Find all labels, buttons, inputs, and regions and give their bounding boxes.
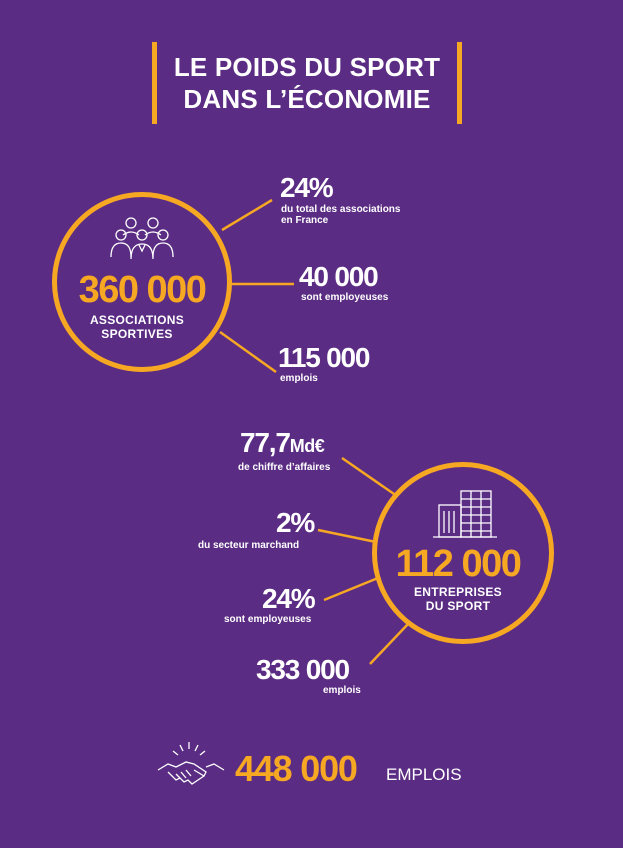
assoc-stat-2-sub: sont employeuses <box>301 292 389 303</box>
ent-stat-2-sub: du secteur marchand <box>198 540 300 551</box>
page-title: LE POIDS DU SPORT DANS L’ÉCONOMIE <box>152 42 462 124</box>
entreprises-label-2: DU SPORT <box>425 599 491 613</box>
people-group-icon <box>110 217 174 260</box>
associations-circle: 360 000 ASSOCIATIONS SPORTIVES <box>52 192 232 372</box>
ent-stat-1-value: 77,7Md€ <box>240 427 325 459</box>
associations-label-2: SPORTIVES <box>101 327 173 341</box>
associations-label-1: ASSOCIATIONS <box>89 313 185 327</box>
connector-ent-1 <box>341 456 395 496</box>
ent-stat-3-value: 24% <box>262 583 316 614</box>
ent-stat-1-sub: de chiffre d’affaires <box>238 462 331 473</box>
connector-ent-4 <box>369 623 409 665</box>
assoc-stat-1-sub-1: du total des associations <box>281 204 401 215</box>
assoc-stat-1-value: 24% <box>280 172 334 203</box>
title-line-1: LE POIDS DU SPORT <box>173 52 441 82</box>
entreprises-label-1: ENTREPRISES <box>414 585 502 599</box>
total-number: 448 000 <box>235 748 358 789</box>
assoc-stat-3-value: 115 000 <box>278 342 370 373</box>
connector-ent-2 <box>317 528 377 544</box>
title-right-bar <box>457 42 462 124</box>
title-left-bar <box>152 42 157 124</box>
ent-stat-3-sub: sont employeuses <box>224 614 312 625</box>
entreprises-circle: 112 000 ENTREPRISES DU SPORT <box>372 462 554 644</box>
connector-assoc-1 <box>221 198 273 232</box>
total-label: EMPLOIS <box>386 765 462 784</box>
connector-assoc-3 <box>219 330 277 374</box>
ent-stat-1-number: 77,7 <box>240 427 291 458</box>
assoc-stat-2-value: 40 000 <box>299 261 379 292</box>
entreprises-number: 112 000 <box>395 543 522 585</box>
handshake-icon <box>157 742 225 785</box>
assoc-stat-3-sub: emplois <box>280 373 318 384</box>
buildings-icon <box>433 490 497 538</box>
assoc-stat-1-sub-2: en France <box>281 215 329 226</box>
ent-stat-2-value: 2% <box>276 507 315 538</box>
title-line-2: DANS L’ÉCONOMIE <box>183 84 431 114</box>
ent-stat-1-unit: Md€ <box>289 436 325 456</box>
ent-stat-4-value: 333 000 <box>256 654 350 685</box>
connector-ent-3 <box>323 576 379 602</box>
ent-stat-4-sub: emplois <box>323 685 361 696</box>
associations-number: 360 000 <box>78 269 207 311</box>
